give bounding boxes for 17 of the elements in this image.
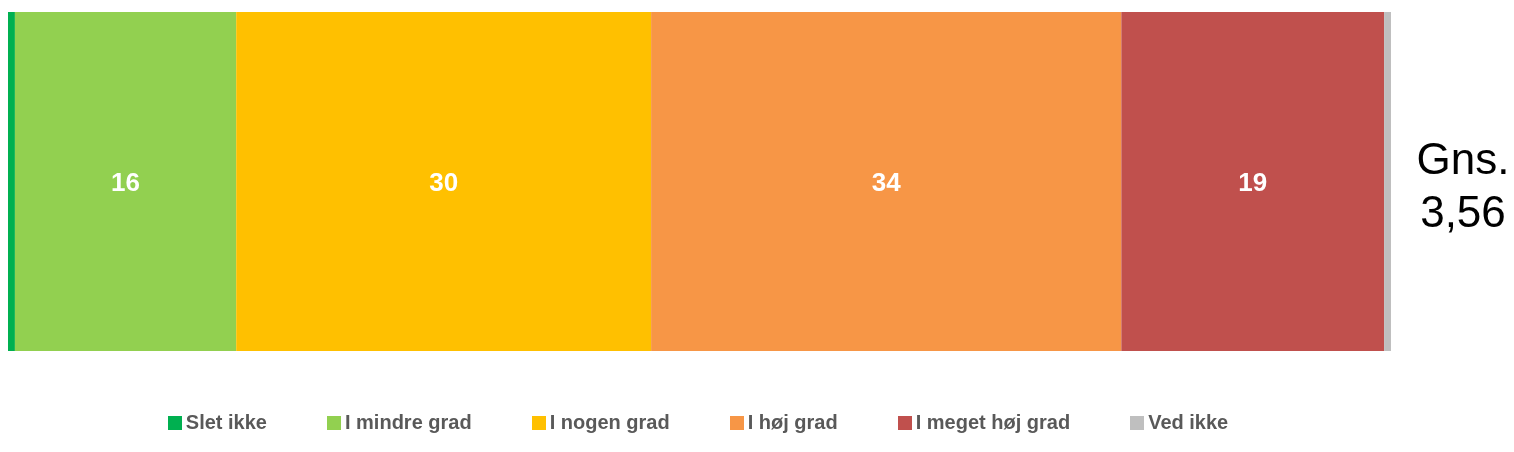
bar — [236, 12, 652, 351]
legend-label: I høj grad — [747, 411, 838, 433]
text: Gns. 3,56 — [1415, 133, 1511, 238]
bar — [1121, 12, 1385, 351]
legend-label: I nogen grad — [549, 411, 670, 433]
bar — [14, 12, 237, 351]
data-label: 19 — [1238, 166, 1268, 197]
data-label: 34 — [871, 166, 902, 197]
data-label: 16 — [111, 166, 141, 197]
legend-label: Slet ikke — [185, 411, 267, 433]
legend-label: I mindre grad — [344, 411, 472, 433]
legend-label: Ved ikke — [1148, 411, 1229, 433]
bar — [8, 12, 15, 351]
bar — [651, 12, 1122, 351]
legend-label: I meget høj grad — [915, 411, 1071, 433]
data-label: 30 — [429, 166, 459, 197]
bar — [1384, 12, 1391, 351]
